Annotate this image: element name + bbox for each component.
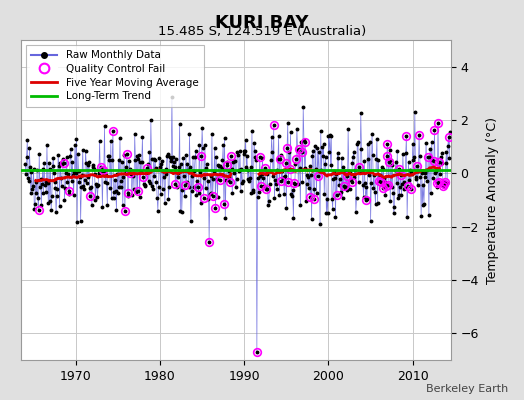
Legend: Raw Monthly Data, Quality Control Fail, Five Year Moving Average, Long-Term Tren: Raw Monthly Data, Quality Control Fail, … — [26, 45, 204, 106]
Text: Berkeley Earth: Berkeley Earth — [426, 384, 508, 394]
Text: KURI BAY: KURI BAY — [215, 14, 309, 32]
Y-axis label: Temperature Anomaly (°C): Temperature Anomaly (°C) — [486, 116, 499, 284]
Text: 15.485 S, 124.519 E (Australia): 15.485 S, 124.519 E (Australia) — [158, 25, 366, 38]
